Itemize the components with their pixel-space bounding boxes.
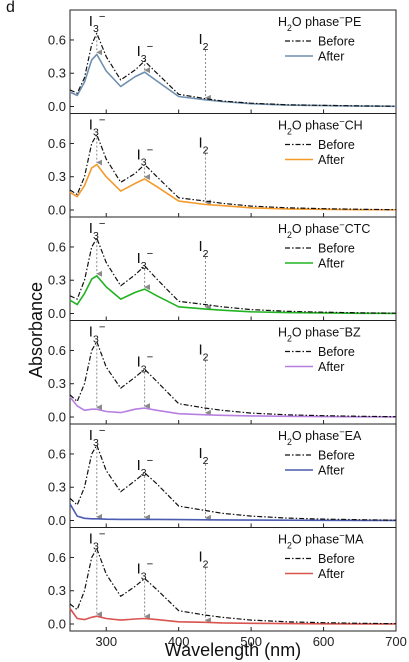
peak-label: I3−	[137, 559, 154, 583]
y-tick-label: 0.0	[48, 513, 66, 528]
x-tick-label: 600	[313, 634, 335, 649]
panel-letter: d	[6, 0, 15, 16]
legend-before-label: Before	[318, 552, 355, 566]
panel-title: H2O phase−BZ	[278, 324, 361, 344]
y-tick-label: 0.3	[48, 169, 66, 184]
legend-before-label: Before	[318, 242, 355, 256]
x-tick-label: 300	[95, 634, 117, 649]
y-tick-label: 0.3	[48, 480, 66, 495]
panel-title: H2O phase−CH	[278, 117, 363, 137]
y-tick-label: 0.0	[48, 617, 66, 632]
x-tick-label: 500	[240, 634, 262, 649]
chart-panel: 0.0 0.3 0.6 I3− I3− I2 H2O phase−CTC BeforeAfte…	[48, 216, 397, 321]
y-tick-label: 0.6	[48, 343, 66, 358]
legend-before-label: Before	[318, 345, 355, 359]
peak-label: I3−	[89, 11, 106, 35]
peak-label: I3−	[137, 248, 154, 272]
peak-label: I2	[198, 238, 208, 260]
y-tick-label: 0.6	[48, 239, 66, 254]
legend-before-label: Before	[318, 449, 355, 463]
series-after-line	[69, 274, 397, 315]
x-tick-labels: 300 400 500 600 700	[95, 634, 406, 649]
peak-label: I2	[198, 342, 208, 364]
y-tick-label: 0.0	[48, 306, 66, 321]
peak-label: I3−	[137, 145, 154, 169]
panel-title: H2O phase−EA	[278, 427, 362, 447]
series-after-line	[69, 608, 396, 625]
peak-label: I3−	[89, 322, 106, 346]
series-before-line	[69, 341, 397, 418]
y-tick-label: 0.3	[48, 66, 66, 81]
y-tick-label: 0.3	[48, 273, 66, 288]
y-tick-label: 0.0	[48, 203, 66, 218]
y-tick-label: 0.0	[48, 410, 66, 425]
y-tick-label: 0.6	[48, 136, 66, 151]
series-after-line	[69, 53, 397, 108]
series-after-line	[69, 396, 397, 418]
peak-label: I3−	[89, 218, 106, 242]
panel-title: H2O phase−MA	[278, 531, 364, 551]
series-after-line	[69, 503, 396, 522]
y-tick-label: 0.3	[48, 583, 66, 598]
peak-label: I3−	[137, 352, 154, 376]
x-tick-label: 700	[385, 634, 407, 649]
peak-label: I2	[198, 445, 208, 467]
peak-label: I3−	[89, 425, 106, 449]
peak-label: I2	[198, 549, 208, 571]
peak-label: I3−	[89, 115, 106, 139]
legend-after-label: After	[318, 153, 344, 167]
y-tick-label: 0.6	[48, 446, 66, 461]
legend-after-label: After	[318, 360, 344, 374]
y-tick-label: 0.0	[48, 99, 66, 114]
y-tick-label: 0.6	[48, 550, 66, 565]
y-tick-label: 0.6	[48, 32, 66, 47]
legend-before-label: Before	[318, 138, 355, 152]
panel-title: H2O phase−CTC	[278, 220, 370, 240]
legend-before-label: Before	[318, 35, 355, 49]
x-tick-label: 400	[168, 634, 190, 649]
legend-after-label: After	[318, 567, 344, 581]
y-tick-label: 0.3	[48, 376, 66, 391]
x-axis-title: Wavelength (nm)	[165, 640, 301, 660]
y-axis-title: Absorbance	[26, 282, 46, 378]
legend-after-label: After	[318, 257, 344, 271]
peak-label: I3−	[89, 529, 106, 553]
panel-frame	[69, 527, 397, 632]
peak-label: I3−	[137, 41, 154, 65]
series-before-line	[69, 134, 397, 211]
series-before-line	[69, 237, 397, 314]
peak-label: I3−	[137, 455, 154, 479]
series-after-line	[69, 163, 397, 211]
legend-after-label: After	[318, 464, 344, 478]
peak-label: I2	[198, 31, 208, 53]
panel-title: H2O phase−PE	[278, 13, 361, 33]
legend-after-label: After	[318, 50, 344, 64]
peak-label: I2	[198, 135, 208, 157]
series-before-line	[69, 32, 397, 107]
series-before-line	[69, 547, 397, 625]
series-before-line	[69, 444, 397, 521]
